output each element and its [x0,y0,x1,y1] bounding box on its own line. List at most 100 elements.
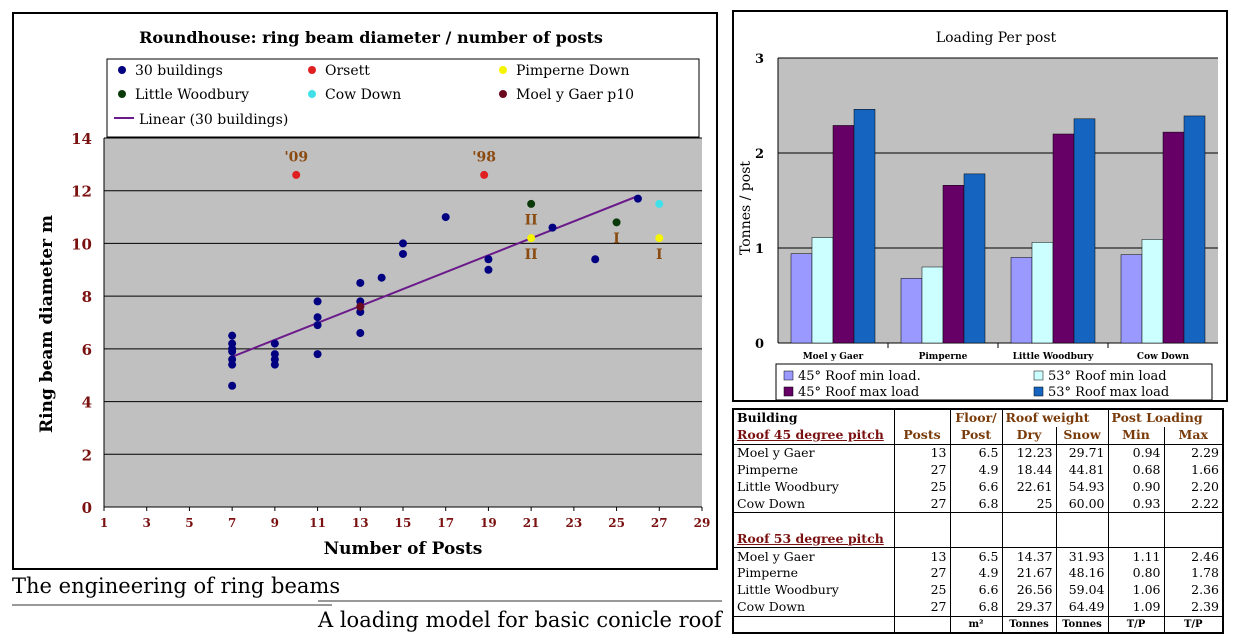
caption-rule-1 [12,604,332,606]
cell-name: Little Woodbury [737,582,839,598]
bar [1052,133,1075,344]
data-point [270,339,279,348]
x-tick-label: 5 [185,516,193,530]
data-point [527,234,536,243]
x-tick-label: 25 [608,516,625,530]
unit-snow: Tonnes [1055,615,1108,632]
cell-name: Cow Down [737,599,806,615]
cell-floor: 4.9 [949,461,1002,479]
scatter-y-label: Ring beam diameter m [37,215,57,433]
bar-legend-marker [1033,386,1044,397]
table-row: Pimperne 27 4.9 18.44 44.81 0.68 1.66 [734,461,1222,479]
cell-posts: 25 [893,478,950,496]
bar [900,278,923,344]
cell-floor: 6.6 [949,581,1002,599]
bar [963,173,986,344]
scatter-legend [106,58,700,138]
bar [1183,115,1206,344]
bar-legend-label: 53° Roof min load [1048,369,1167,384]
table-row: Cow Down 27 6.8 29.37 64.49 1.09 2.39 [734,598,1222,617]
bar [1073,118,1096,344]
cell-dry: 18.44 [1001,461,1056,479]
cell-snow: 48.16 [1055,565,1108,582]
x-tick-label: 27 [651,516,668,530]
data-point [292,170,301,179]
bar [1010,257,1033,344]
cell-max: 1.78 [1163,565,1222,582]
cell-min: 0.80 [1107,565,1164,582]
data-point [313,297,322,306]
bar-y-tick-label: 2 [755,147,764,162]
cell-snow: 54.93 [1055,478,1108,496]
y-tick-label: 8 [82,288,92,306]
th-building: Building [737,410,798,426]
cell-max: 2.36 [1163,581,1222,599]
bar [832,125,855,344]
x-tick-label: 9 [271,516,279,530]
data-point [228,381,237,390]
data-point [313,350,322,359]
bar-legend-marker [783,370,794,381]
loading-table: Building Floor/ Roof weight Post Loading… [732,408,1224,634]
data-point [356,278,365,287]
bar-category-label: Moel y Gaer [803,352,864,362]
cell-name: Moel y Gaer [734,443,894,462]
cell-posts: 27 [893,598,950,617]
caption-main: The engineering of ring beams [12,574,341,598]
bar [942,185,965,344]
cell-posts: 25 [893,581,950,599]
table-spacer-row [734,512,1222,531]
cell-max: 2.39 [1163,598,1222,617]
cell-posts: 27 [893,495,950,513]
cell-posts: 13 [893,547,950,566]
data-point [313,321,322,330]
cell-floor: 6.8 [949,598,1002,617]
cell-floor: 4.9 [949,565,1002,582]
cell-posts: 13 [893,443,950,462]
data-point [633,194,642,203]
cell-name: Pimperne [737,565,799,581]
unit-min: T/P [1107,615,1164,632]
cell-min: 0.90 [1107,478,1164,496]
scatter-x-label: Number of Posts [324,539,483,559]
x-tick-label: 29 [694,516,711,530]
data-point [441,213,450,222]
th-post-loading: Post Loading [1107,410,1222,427]
bar-category-label: Pimperne [919,352,968,362]
cell-snow: 29.71 [1055,443,1108,462]
x-tick-label: 1 [100,516,108,530]
cell-snow: 60.00 [1055,495,1108,513]
x-tick-label: 11 [309,516,326,530]
cell-name: Moel y Gaer [734,547,894,566]
cell-min: 0.93 [1107,495,1164,513]
bar [1141,239,1164,344]
th-floor: Floor/ [949,410,1002,427]
data-point [356,302,365,311]
y-tick-label: 12 [71,183,92,201]
bar-category-label: Cow Down [1137,352,1190,362]
cell-min: 1.06 [1107,581,1164,599]
cell-max: 2.20 [1163,478,1222,496]
th-posts: Posts [893,426,950,445]
legend-marker [308,66,316,74]
bar [1162,131,1185,344]
bar-legend-label: 45° Roof min load. [798,369,921,384]
caption-sub: A loading model for basic conicle roof [318,608,722,632]
bar-chart-panel: 0 1 2 3 Moel y Gaer Pimperne Little Woodbury Co… [732,10,1228,402]
y-tick-label: 0 [82,499,92,517]
x-tick-label: 19 [480,516,497,530]
table-row: Moel y Gaer 13 6.5 12.23 29.71 0.94 2.29 [734,443,1222,462]
data-point [480,170,489,179]
data-point [313,313,322,322]
unit-dry: Tonnes [1001,615,1056,632]
bar-y-tick-label: 1 [755,242,764,257]
cell-min: 0.68 [1107,461,1164,479]
cell-snow: 31.93 [1055,547,1108,566]
bar [853,109,876,344]
data-point [399,239,407,248]
annotation-label: '09 [284,149,308,165]
annotation-label: II [525,247,538,263]
cell-posts: 27 [893,565,950,582]
th-dry: Dry [1001,426,1056,445]
cell-max: 2.22 [1163,495,1222,513]
